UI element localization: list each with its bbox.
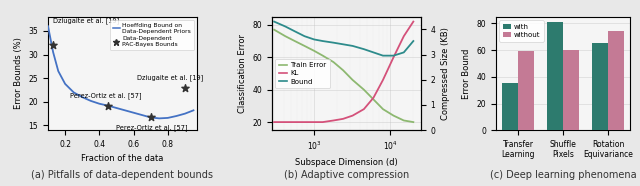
Legend: Hoeffding Bound on
Data-Dependent Priors, Data-Dependent
PAC-Bayes Bounds: Hoeffding Bound on Data-Dependent Priors… (109, 20, 194, 50)
Point (103, 104, 113, 107)
Bar (502, 84, 518, 130)
Text: (a) Pitfalls of data-dependent bounds: (a) Pitfalls of data-dependent bounds (31, 170, 214, 180)
Bar (592, 44, 608, 130)
Y-axis label: Classification Error: Classification Error (238, 34, 247, 113)
Point (145, 116, 156, 119)
Legend: with, without: with, without (499, 20, 544, 42)
Y-axis label: Error Bound: Error Bound (461, 48, 470, 99)
Bar (518, 52, 534, 130)
Bar (547, 22, 563, 130)
Bar (608, 31, 624, 130)
X-axis label: Subspace Dimension (d): Subspace Dimension (d) (295, 158, 397, 167)
Bar (563, 50, 579, 130)
Text: Perez-Ortiz et al. [57]: Perez-Ortiz et al. [57] (116, 125, 188, 131)
Text: Dziugaite et al. [19]: Dziugaite et al. [19] (137, 74, 204, 81)
Y-axis label: Error Bounds (%): Error Bounds (%) (14, 38, 23, 109)
Legend: Train Error, KL, Bound: Train Error, KL, Bound (275, 59, 330, 88)
X-axis label: Fraction of the data: Fraction of the data (81, 155, 164, 163)
Text: (b) Adaptive compression: (b) Adaptive compression (284, 170, 409, 180)
Text: (c) Deep learning phenomena: (c) Deep learning phenomena (490, 170, 636, 180)
Text: Dziugaite et al. [19]: Dziugaite et al. [19] (53, 17, 120, 24)
Text: Perez-Ortiz et al. [57]: Perez-Ortiz et al. [57] (70, 93, 142, 100)
Point (180, 86, 190, 89)
Point (48, 44, 58, 46)
Y-axis label: Compressed Size (KB): Compressed Size (KB) (441, 27, 450, 120)
